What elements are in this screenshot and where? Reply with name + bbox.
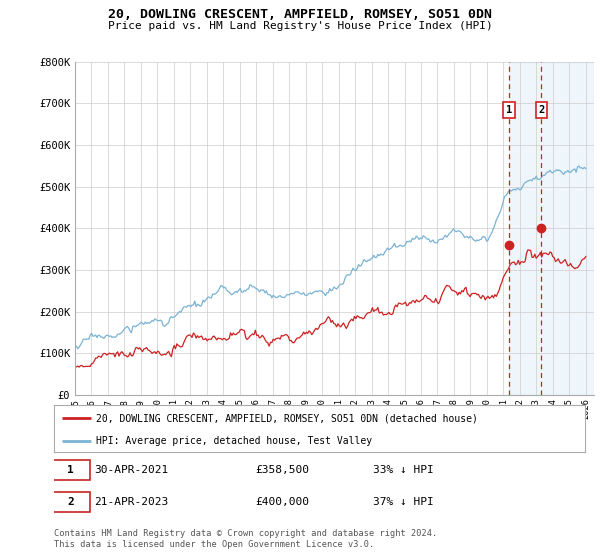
Text: 1: 1 (506, 105, 512, 115)
FancyBboxPatch shape (52, 492, 89, 512)
Text: 30-APR-2021: 30-APR-2021 (94, 465, 168, 475)
Text: 2: 2 (538, 105, 545, 115)
Text: Contains HM Land Registry data © Crown copyright and database right 2024.
This d: Contains HM Land Registry data © Crown c… (54, 529, 437, 549)
Text: 37% ↓ HPI: 37% ↓ HPI (373, 497, 433, 507)
Text: 2: 2 (67, 497, 74, 507)
Text: £400,000: £400,000 (256, 497, 310, 507)
Text: 33% ↓ HPI: 33% ↓ HPI (373, 465, 433, 475)
Text: HPI: Average price, detached house, Test Valley: HPI: Average price, detached house, Test… (97, 436, 373, 446)
FancyBboxPatch shape (52, 460, 89, 480)
Text: Price paid vs. HM Land Registry's House Price Index (HPI): Price paid vs. HM Land Registry's House … (107, 21, 493, 31)
Bar (509, 62, 594, 395)
Text: 21-APR-2023: 21-APR-2023 (94, 497, 168, 507)
Text: 20, DOWLING CRESCENT, AMPFIELD, ROMSEY, SO51 0DN: 20, DOWLING CRESCENT, AMPFIELD, ROMSEY, … (108, 8, 492, 21)
Text: 20, DOWLING CRESCENT, AMPFIELD, ROMSEY, SO51 0DN (detached house): 20, DOWLING CRESCENT, AMPFIELD, ROMSEY, … (97, 413, 478, 423)
Text: £358,500: £358,500 (256, 465, 310, 475)
Text: 1: 1 (67, 465, 74, 475)
